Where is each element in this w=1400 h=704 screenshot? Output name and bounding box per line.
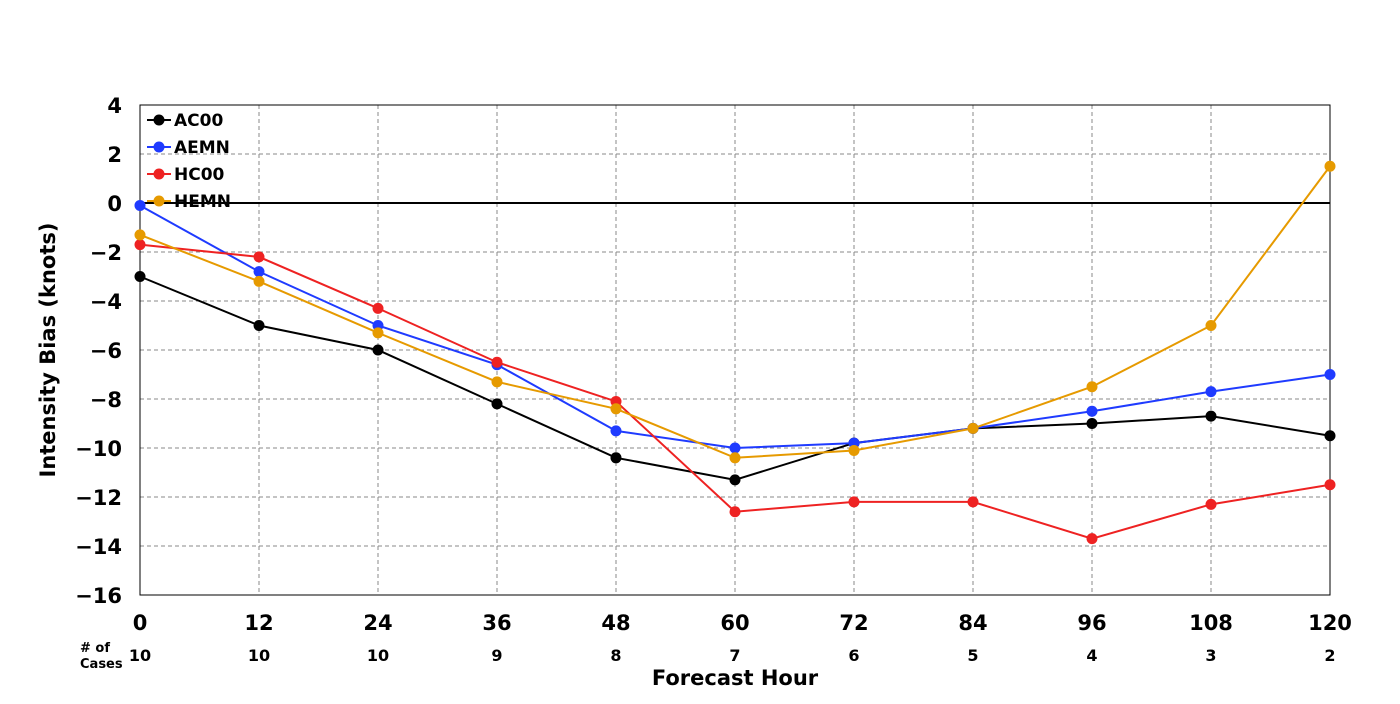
x-tick-label: 36 xyxy=(482,611,511,635)
y-tick-label: −16 xyxy=(75,584,122,608)
data-point xyxy=(1205,320,1217,331)
case-count: 10 xyxy=(248,646,270,665)
y-tick-label: −10 xyxy=(75,437,122,461)
series-layer xyxy=(134,160,1336,545)
data-point xyxy=(610,403,622,415)
data-point xyxy=(253,320,265,331)
x-tick-label: 24 xyxy=(363,611,392,635)
x-tick-label: 60 xyxy=(720,611,749,635)
y-tick-label: −6 xyxy=(90,339,122,363)
y-tick-label: −8 xyxy=(90,388,122,412)
legend-marker xyxy=(153,168,165,180)
series-hc00 xyxy=(134,239,1336,545)
data-point xyxy=(134,229,146,241)
cases-label-line2: Cases xyxy=(80,657,123,672)
x-tick-labels: 0 12 24 36 48 60 72 84 96 108 120 xyxy=(133,611,1352,635)
case-count: 5 xyxy=(967,646,978,665)
data-point xyxy=(1086,405,1098,417)
x-tick-label: 96 xyxy=(1077,611,1106,635)
case-counts: 10 10 10 9 8 7 6 5 4 3 2 xyxy=(129,646,1336,665)
data-point xyxy=(729,506,741,518)
y-tick-label: 0 xyxy=(107,192,122,216)
legend-marker xyxy=(153,195,165,207)
data-point xyxy=(1324,160,1336,172)
x-tick-label: 12 xyxy=(244,611,273,635)
case-count: 10 xyxy=(129,646,151,665)
case-count: 8 xyxy=(610,646,621,665)
case-count: 6 xyxy=(848,646,859,665)
legend-item: HC00 xyxy=(147,165,225,185)
y-axis-label: Intensity Bias (knots) xyxy=(36,223,60,478)
data-point xyxy=(491,356,503,368)
legend-item: AEMN xyxy=(147,138,230,158)
data-point xyxy=(134,271,146,282)
data-point xyxy=(1086,418,1098,429)
y-tick-label: −14 xyxy=(75,535,122,559)
series-hemn xyxy=(134,160,1336,464)
y-tick-label: 2 xyxy=(107,143,122,167)
data-point xyxy=(491,398,503,410)
data-point xyxy=(134,199,146,211)
legend-label: AEMN xyxy=(174,138,230,158)
y-tick-label: 4 xyxy=(107,94,122,118)
x-tick-label: 120 xyxy=(1308,611,1352,635)
data-point xyxy=(134,239,146,251)
case-count: 3 xyxy=(1205,646,1216,665)
legend: AC00 AEMN HC00 HEMN xyxy=(147,111,231,212)
case-count: 2 xyxy=(1324,646,1335,665)
data-point xyxy=(1205,386,1217,398)
case-count: 9 xyxy=(491,646,502,665)
data-point xyxy=(967,496,979,508)
data-point xyxy=(1086,381,1098,393)
x-tick-label: 0 xyxy=(133,611,148,635)
legend-marker xyxy=(153,114,165,126)
y-tick-labels: 4 2 0 −2 −4 −6 −8 −10 −12 −14 −16 xyxy=(75,94,122,608)
data-point xyxy=(729,442,741,454)
data-point xyxy=(1205,498,1217,510)
data-point xyxy=(610,425,622,437)
y-tick-label: −12 xyxy=(75,486,122,510)
data-point xyxy=(1324,479,1336,491)
data-point xyxy=(610,452,622,464)
y-tick-label: −4 xyxy=(90,290,122,314)
data-point xyxy=(729,452,741,464)
cases-label-line1: # of xyxy=(80,641,110,656)
x-tick-label: 84 xyxy=(958,611,987,635)
legend-label: HC00 xyxy=(174,165,225,185)
data-point xyxy=(848,444,860,456)
data-point xyxy=(372,327,384,339)
data-point xyxy=(253,251,265,263)
x-tick-label: 108 xyxy=(1189,611,1233,635)
legend-marker xyxy=(153,141,165,153)
x-tick-label: 72 xyxy=(839,611,868,635)
data-point xyxy=(1324,430,1336,442)
x-axis-label: Forecast Hour xyxy=(652,666,819,690)
data-point xyxy=(253,266,265,278)
case-count: 10 xyxy=(367,646,389,665)
data-point xyxy=(967,422,979,434)
data-point xyxy=(1324,369,1336,380)
data-point xyxy=(729,474,741,486)
data-point xyxy=(372,302,384,314)
x-tick-label: 48 xyxy=(601,611,630,635)
case-count: 7 xyxy=(729,646,740,665)
legend-label: AC00 xyxy=(174,111,223,131)
legend-item: AC00 xyxy=(147,111,223,131)
y-tick-label: −2 xyxy=(90,241,122,265)
plot-frame xyxy=(139,104,1331,596)
data-point xyxy=(848,496,860,508)
data-point xyxy=(372,344,384,356)
data-point xyxy=(491,376,503,388)
data-point xyxy=(1086,533,1098,545)
data-point xyxy=(1205,410,1217,422)
legend-item: HEMN xyxy=(147,192,231,212)
legend-label: HEMN xyxy=(174,192,231,212)
data-point xyxy=(253,275,265,287)
case-count: 4 xyxy=(1086,646,1097,665)
